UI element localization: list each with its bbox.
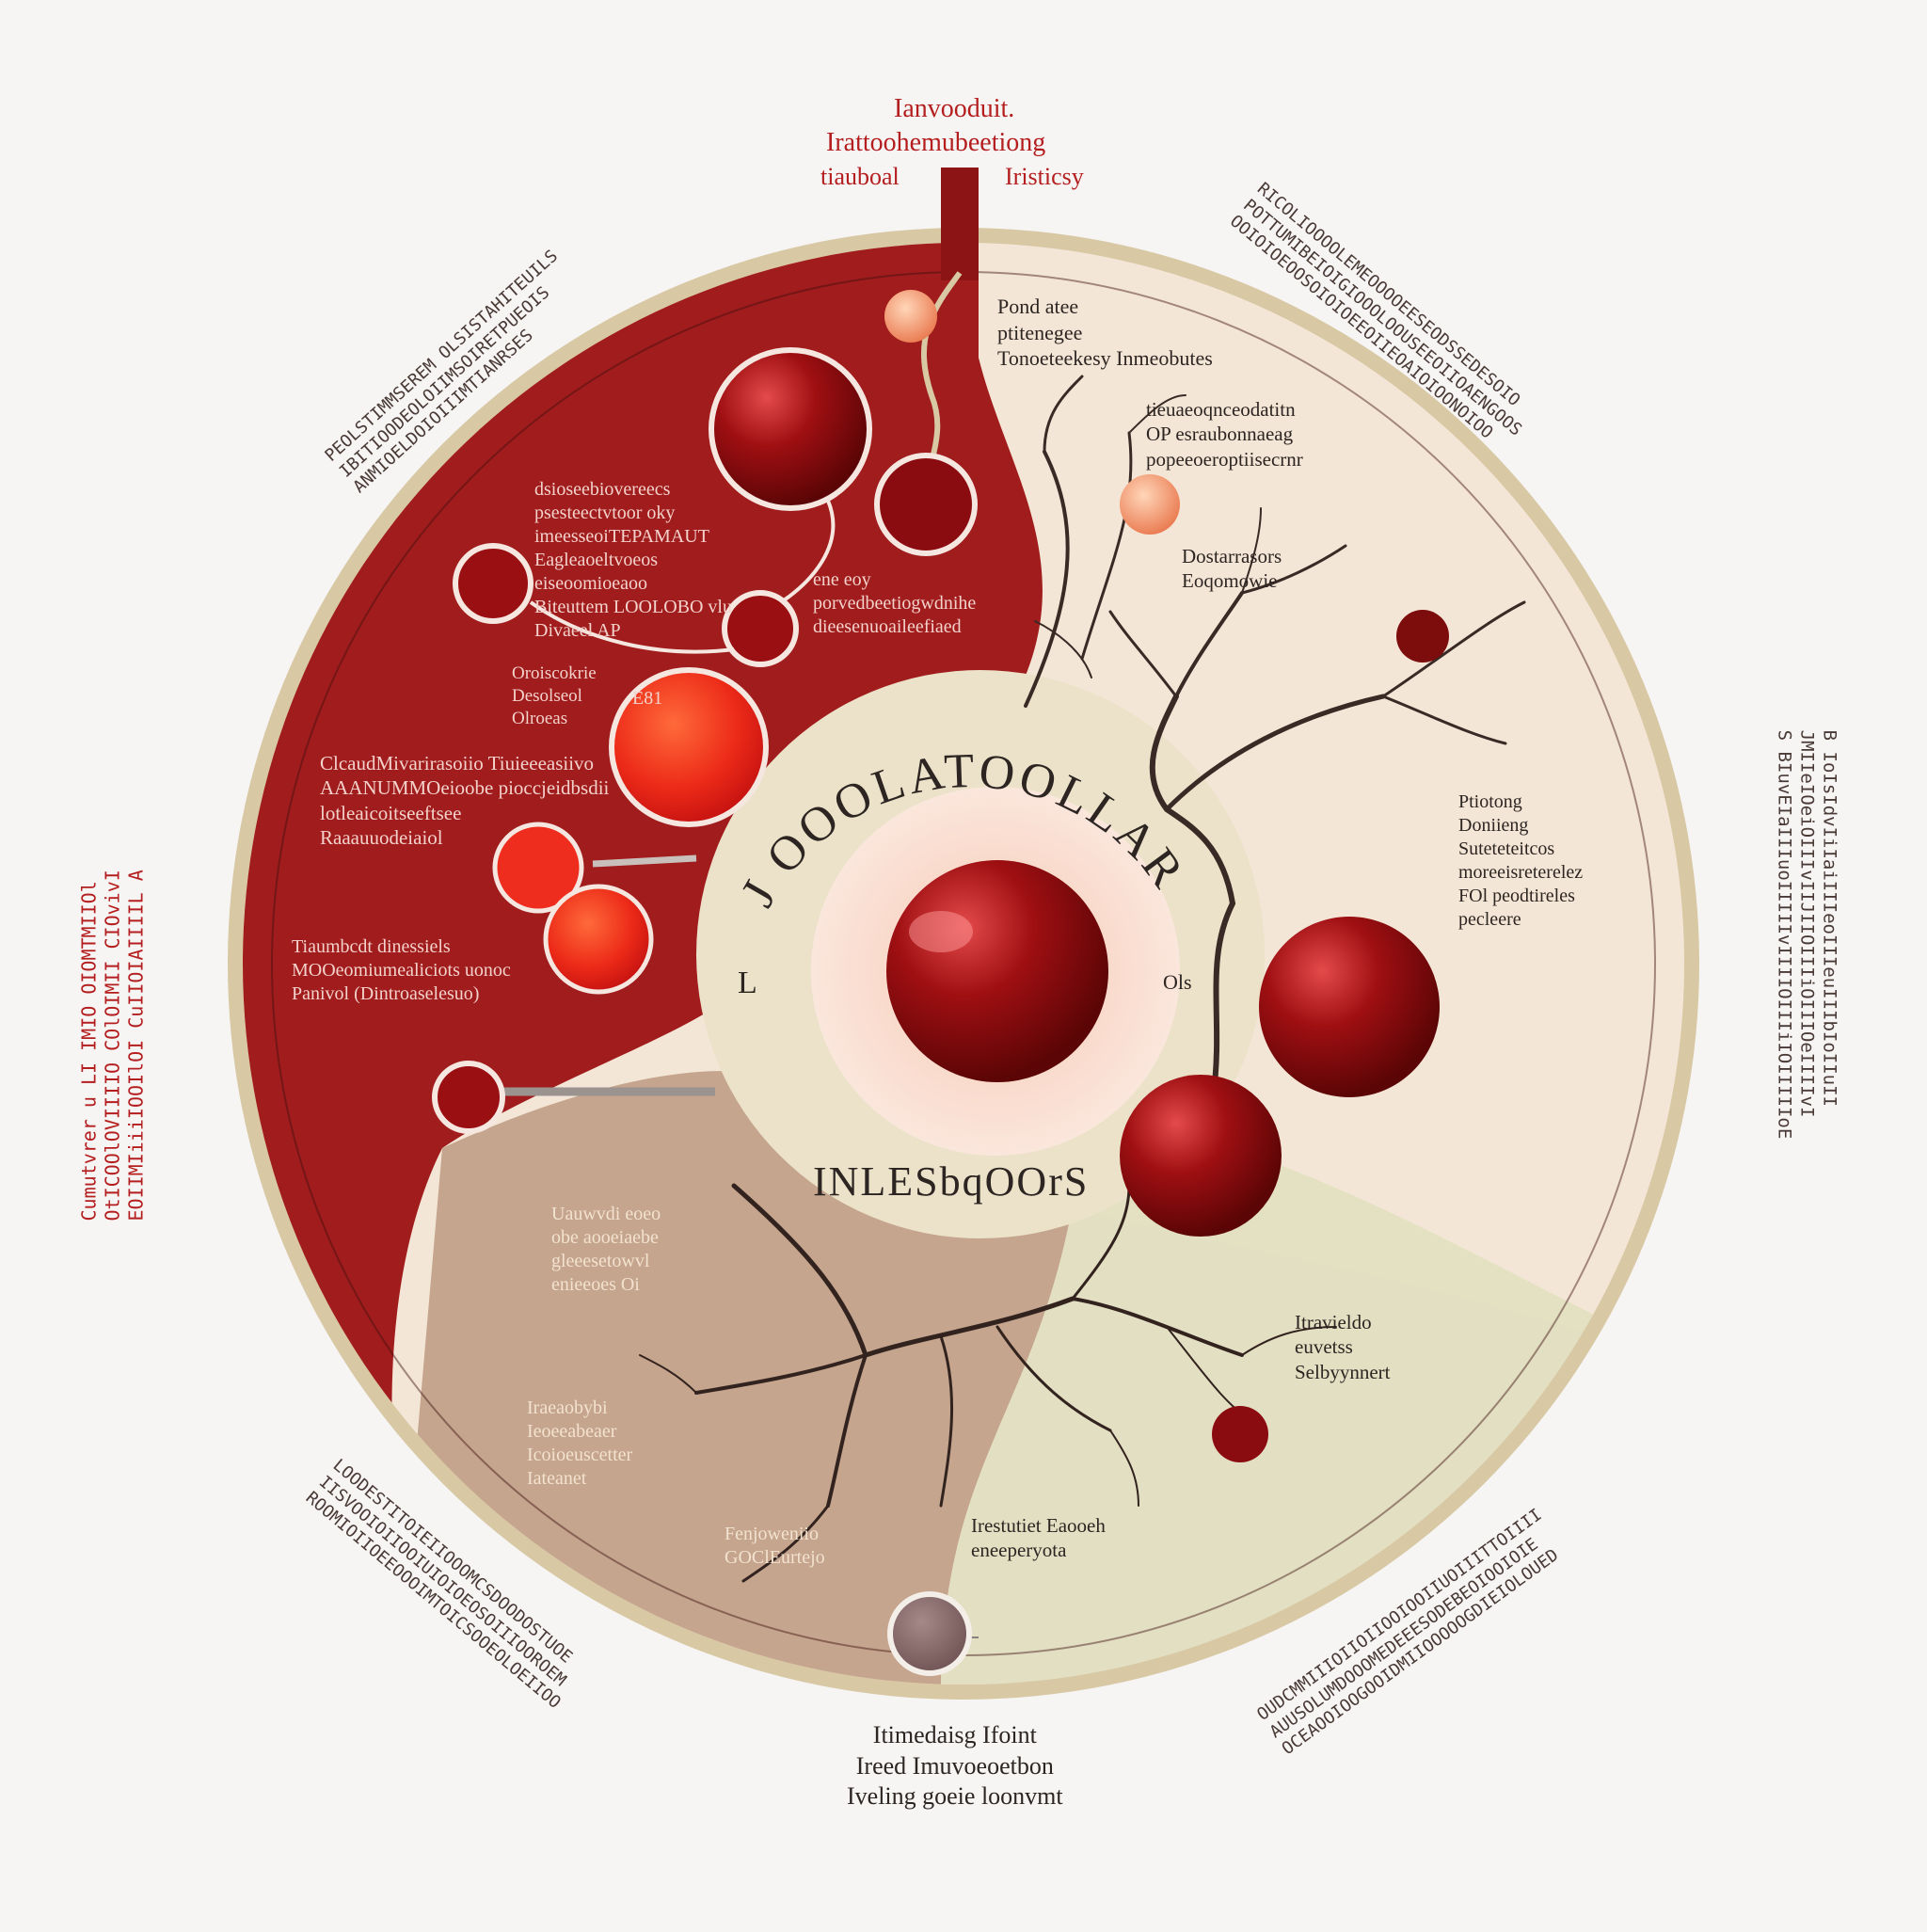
top-stem xyxy=(941,168,979,280)
label-cream-top: Pond atee ptitenegee Tonoeteekesy Inmeob… xyxy=(997,295,1213,370)
top-caption-line3-right: Iristicsy xyxy=(1005,163,1084,190)
cell-cream-small xyxy=(1396,610,1449,663)
label-red-block-3: ClcaudMivarirasoiio Tiuieeeasiivo AAANUM… xyxy=(320,752,610,849)
cell-bright-small xyxy=(492,822,584,914)
cell-peach-top xyxy=(884,290,937,343)
cell-bright-mid xyxy=(543,884,654,995)
hub-side-left: L xyxy=(738,966,757,1000)
cells xyxy=(432,290,978,1134)
cell-connector-2 xyxy=(779,500,836,604)
cell-peach-cream xyxy=(1120,474,1180,535)
top-caption-line2: Irattoohemubeetiong xyxy=(826,128,1046,157)
label-cream-right: Ptiotong Doniieng Suteteteitcos moreeisr… xyxy=(1458,791,1584,930)
cell-mid-small xyxy=(722,590,799,667)
bottom-caption: Itimedaisg Ifoint Ireed Imuvoeoetbon Ive… xyxy=(847,1721,1063,1810)
branches-lower xyxy=(639,1183,1337,1583)
branches-upper xyxy=(1024,375,1526,1094)
label-cream-top2: tieuaeoqnceodatitn OP esraubonnaeag pope… xyxy=(1146,398,1303,471)
cell-connector xyxy=(529,600,735,654)
cell-left-small xyxy=(453,543,534,624)
outer-label-left: Cumutvrer u LI IMIO OIOMTMIIOl OtICOOlOV… xyxy=(77,870,148,1221)
cell-center-highlight xyxy=(909,911,973,952)
pointer-line-red xyxy=(592,854,697,868)
outer-label-right: B IoIsIdvIiIaiIIIeoIIIeuIIIbIoIIuII JMII… xyxy=(1775,729,1840,1140)
cell-sage-small xyxy=(1212,1406,1268,1462)
top-caption-line3-left: tiauboal xyxy=(820,163,900,190)
label-sage-right: Itravieldo euvetss Selbyynnert xyxy=(1295,1311,1391,1383)
cell-left-lower xyxy=(432,1061,505,1134)
cell-cream-large xyxy=(1259,917,1440,1097)
cell-cream-lower xyxy=(1120,1075,1282,1237)
label-red-block-2b: E81 xyxy=(632,688,663,709)
hub-side-right: Ols xyxy=(1163,970,1192,994)
cell-top-small xyxy=(874,453,978,556)
node-bottom xyxy=(887,1591,972,1676)
hub-bottom-title: INLESbqOOrS xyxy=(813,1158,1090,1205)
label-brown-bottom: Fenjoweniio GOClEurtejo xyxy=(725,1524,825,1568)
label-red-mid: ene eoy porvedbeetiogwdnihe dieesenuoail… xyxy=(813,569,977,637)
top-caption-line1: Ianvooduit. xyxy=(894,94,1015,123)
cell-bright-large xyxy=(609,667,769,827)
label-red-block-2: Oroiscokrie Desolseol Olroeas xyxy=(512,663,597,728)
label-sage-bottom: Irestutiet Eaooeh eneeperyota xyxy=(971,1514,1106,1562)
label-brown-left: Uauwvdi eoeo obe aooeiaebe gleeesetowvl … xyxy=(551,1204,661,1295)
label-brown-left2: Iraeaobybi Ieoeeabeaer Icoioeuscetter Ia… xyxy=(527,1397,633,1489)
cell-center xyxy=(886,860,1108,1082)
label-red-block-4: Tiaumbcdt dinessiels MOOeomiumealiciots … xyxy=(292,936,511,1004)
cell-large-top xyxy=(709,347,872,511)
label-cream-mid: Dostarrasors Eoqomowie xyxy=(1182,545,1282,593)
label-red-block-1: dsioseebiovereecs psesteectvtoor oky ime… xyxy=(534,479,732,641)
